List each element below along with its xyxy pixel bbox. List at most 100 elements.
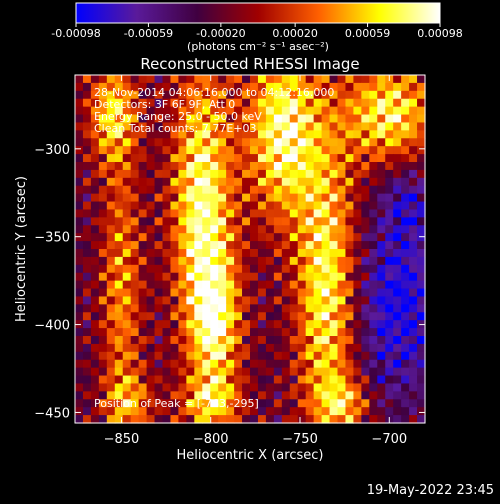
heatmap-cell [90, 375, 100, 385]
heatmap-cell [409, 193, 418, 203]
heatmap-cell [345, 359, 355, 369]
heatmap-cell [226, 106, 235, 116]
heatmap-cell [329, 399, 339, 408]
heatmap-cell [265, 280, 275, 290]
heatmap-cell [401, 280, 410, 290]
heatmap-cell [98, 328, 108, 337]
heatmap-cell [417, 201, 426, 211]
heatmap-cell [226, 185, 235, 195]
heatmap-cell [321, 130, 331, 139]
heatmap-cell [170, 249, 180, 258]
heatmap-cell [194, 391, 203, 400]
heatmap-cell [329, 296, 339, 305]
heatmap-cell [250, 225, 259, 234]
heatmap-cell [106, 367, 116, 377]
heatmap-cell [417, 351, 426, 361]
heatmap-cell [226, 138, 235, 147]
heatmap-cell [138, 130, 148, 139]
heatmap-cell [98, 82, 108, 92]
heatmap-cell [297, 351, 307, 361]
heatmap-cell [75, 375, 84, 385]
heatmap-cell [178, 138, 187, 147]
heatmap-cell [82, 217, 92, 226]
heatmap-cell [257, 185, 267, 195]
heatmap-cell [321, 288, 331, 298]
heatmap-cell [162, 367, 172, 377]
heatmap-cell [90, 98, 100, 108]
annotation-time-range: 28-Nov-2014 04:06:16.000 to 04:12:16.000 [94, 86, 334, 99]
heatmap-cell [393, 177, 402, 187]
heatmap-cell [178, 130, 187, 139]
heatmap-cell [337, 82, 347, 92]
heatmap-cell [417, 146, 426, 155]
heatmap-cell [218, 320, 227, 329]
heatmap-cell [409, 272, 418, 282]
heatmap-cell [114, 336, 124, 345]
heatmap-cell [417, 375, 426, 385]
heatmap-cell [234, 343, 243, 353]
heatmap-cell [138, 336, 148, 345]
heatmap-cell [210, 256, 219, 266]
heatmap-cell [297, 272, 307, 282]
heatmap-cell [122, 98, 132, 108]
heatmap-cell [154, 130, 164, 139]
heatmap-cell [210, 264, 219, 274]
heatmap-cell [75, 359, 84, 369]
heatmap-cell [265, 241, 275, 250]
heatmap-cell [154, 304, 164, 313]
heatmap-cell [154, 98, 164, 108]
heatmap-cell [337, 201, 347, 211]
heatmap-cell [257, 177, 267, 187]
heatmap-cell [146, 233, 156, 242]
heatmap-cell [409, 138, 418, 147]
heatmap-cell [242, 359, 251, 369]
heatmap-cell [401, 304, 410, 313]
heatmap-cell [218, 201, 227, 211]
heatmap-cell [106, 264, 116, 274]
heatmap-cell [377, 122, 386, 131]
heatmap-cell [75, 217, 84, 226]
heatmap-cell [226, 359, 235, 369]
heatmap-cell [377, 383, 386, 392]
heatmap-cell [281, 399, 291, 408]
heatmap-cell [162, 162, 172, 171]
heatmap-cell [297, 312, 307, 321]
heatmap-cell [273, 320, 283, 329]
heatmap-cell [106, 225, 116, 234]
heatmap-cell [114, 351, 124, 361]
heatmap-cell [90, 185, 100, 195]
heatmap-cell [329, 217, 339, 226]
heatmap-cell [281, 225, 291, 234]
heatmap-cell [393, 304, 402, 313]
heatmap-cell [226, 383, 235, 392]
heatmap-cell [170, 320, 180, 329]
heatmap-cell [289, 98, 299, 108]
heatmap-cell [130, 296, 140, 305]
heatmap-cell [138, 225, 148, 234]
heatmap-cell [345, 90, 355, 100]
heatmap-cell [218, 367, 227, 377]
heatmap-cell [82, 359, 92, 369]
heatmap-cell [162, 90, 172, 100]
heatmap-cell [265, 304, 275, 313]
heatmap-cell [353, 225, 362, 234]
heatmap-cell [313, 138, 323, 147]
heatmap-cell [75, 154, 84, 163]
heatmap-cell [178, 304, 187, 313]
heatmap-cell [218, 351, 227, 361]
heatmap-cell [377, 272, 386, 282]
heatmap-cell [202, 264, 211, 274]
heatmap-cell [250, 209, 259, 218]
heatmap-cell [194, 185, 203, 195]
heatmap-cell [409, 415, 418, 424]
heatmap-cell [130, 75, 140, 84]
heatmap-cell [281, 359, 291, 369]
heatmap-cell [265, 98, 275, 108]
heatmap-cell [369, 264, 378, 274]
heatmap-cell [273, 304, 283, 313]
heatmap-cell [130, 272, 140, 282]
heatmap-cell [353, 82, 362, 92]
heatmap-cell [297, 177, 307, 187]
heatmap-cell [170, 217, 180, 226]
heatmap-cell [369, 336, 378, 345]
